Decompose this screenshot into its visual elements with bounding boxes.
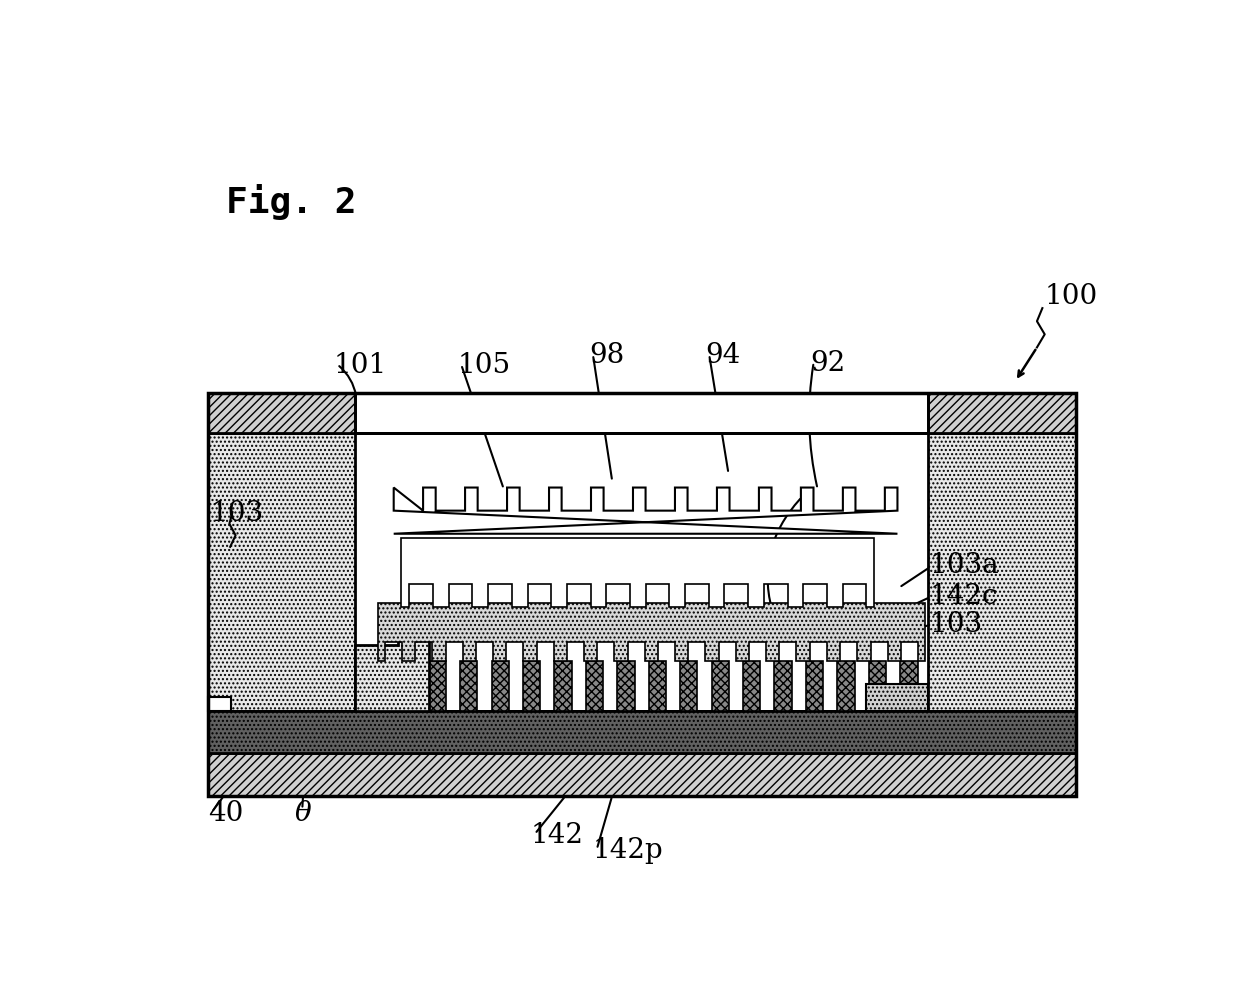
Polygon shape [394, 488, 898, 535]
Bar [929, 433, 1076, 711]
Text: 103: 103 [211, 499, 264, 527]
Text: 142p: 142p [593, 837, 663, 863]
Polygon shape [355, 623, 429, 711]
Text: 94: 94 [706, 341, 740, 368]
Bar [207, 711, 1076, 753]
Text: 142c: 142c [930, 583, 998, 609]
Polygon shape [402, 538, 874, 607]
Polygon shape [358, 661, 925, 711]
Bar [207, 753, 1076, 795]
Text: θ: θ [295, 799, 311, 826]
Text: 103a: 103a [930, 552, 999, 579]
Text: 105: 105 [458, 351, 511, 378]
Bar [207, 433, 355, 711]
Polygon shape [378, 604, 925, 661]
Bar [355, 393, 929, 433]
Bar [207, 393, 1076, 795]
Text: 98: 98 [589, 341, 624, 368]
Bar [207, 697, 231, 711]
Bar [207, 393, 1076, 433]
Bar [867, 684, 929, 711]
Text: 101: 101 [334, 351, 387, 378]
Bar [355, 433, 929, 711]
Text: 40: 40 [207, 799, 243, 826]
Text: 142: 142 [531, 820, 584, 848]
Text: 100: 100 [1044, 282, 1097, 309]
Text: 103: 103 [930, 611, 983, 638]
Text: Fig. 2: Fig. 2 [226, 184, 357, 220]
Text: 92: 92 [810, 349, 846, 376]
